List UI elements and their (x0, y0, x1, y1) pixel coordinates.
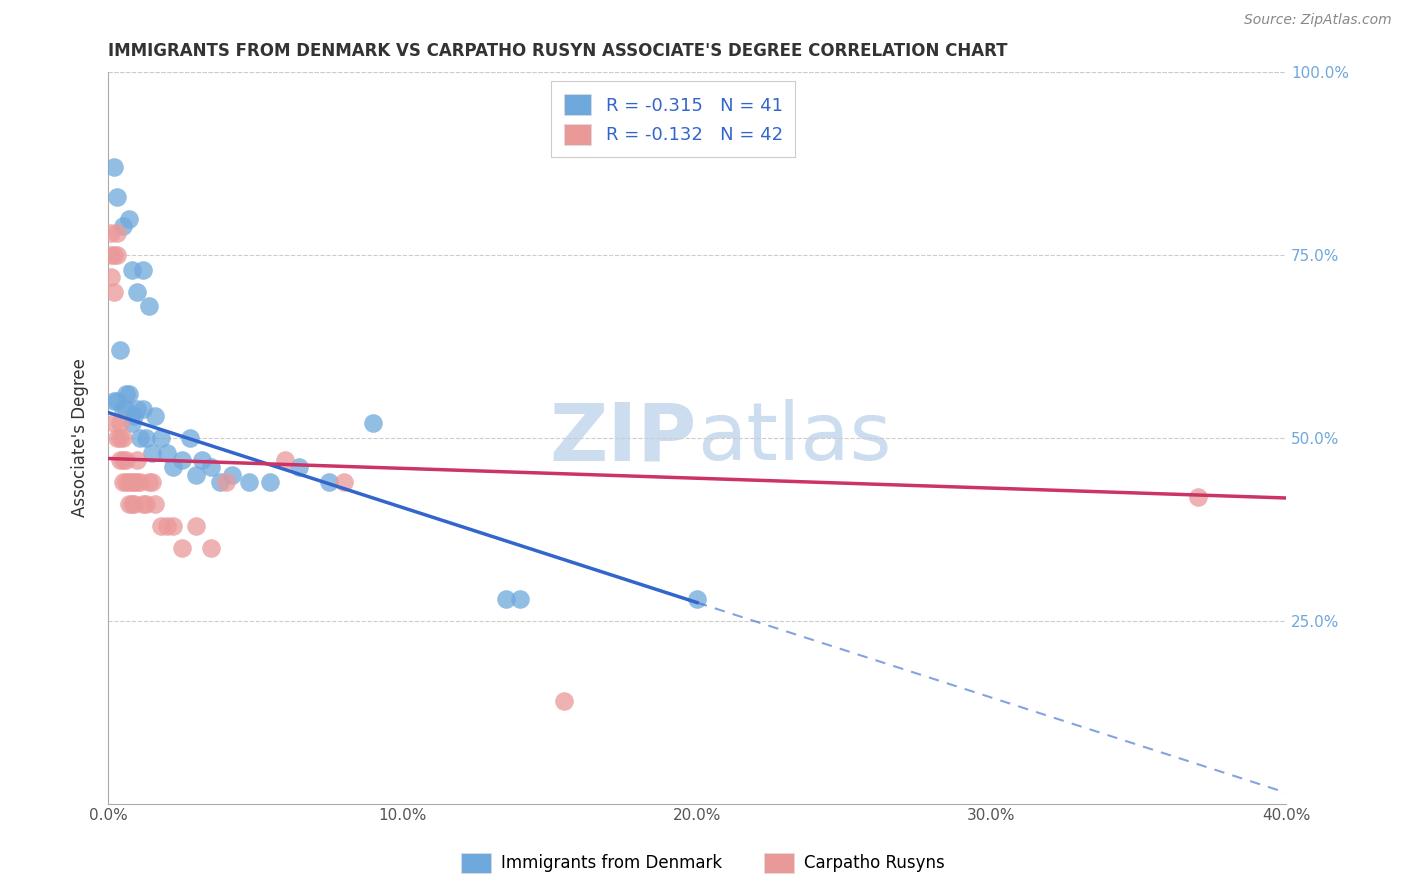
Point (162, 460, 184, 475)
Point (121, 497, 143, 511)
Point (135, 431, 157, 445)
Point (111, 219, 134, 233)
Text: IMMIGRANTS FROM DENMARK VS CARPATHO RUSYN ASSOCIATE'S DEGREE CORRELATION CHART: IMMIGRANTS FROM DENMARK VS CARPATHO RUSY… (108, 42, 1008, 60)
Point (127, 401, 149, 416)
Point (170, 453, 193, 467)
Text: atlas: atlas (697, 399, 891, 477)
Point (332, 475, 354, 489)
Point (108, 343, 131, 358)
Point (111, 401, 134, 416)
Point (127, 475, 149, 489)
Point (156, 518, 179, 533)
Point (150, 431, 173, 445)
Point (141, 445, 163, 459)
Point (108, 431, 131, 445)
Point (100, 227, 122, 241)
Point (114, 401, 136, 416)
Point (117, 497, 139, 511)
Point (138, 475, 160, 489)
Point (179, 431, 201, 445)
Point (103, 285, 125, 299)
Point (162, 518, 184, 533)
Point (108, 453, 131, 467)
Legend: R = -0.315   N = 41, R = -0.132   N = 42: R = -0.315 N = 41, R = -0.132 N = 42 (551, 81, 796, 158)
Point (105, 394, 128, 409)
Point (200, 460, 222, 475)
Point (121, 475, 143, 489)
Point (129, 431, 152, 445)
Point (124, 475, 146, 489)
Point (105, 227, 128, 241)
Point (114, 475, 136, 489)
Point (117, 475, 139, 489)
Point (111, 431, 134, 445)
Point (135, 497, 157, 511)
Point (1187, 490, 1209, 504)
Point (105, 248, 128, 262)
Point (150, 518, 173, 533)
Point (121, 263, 143, 277)
Point (103, 161, 125, 175)
Text: ZIP: ZIP (550, 399, 697, 477)
Point (124, 409, 146, 423)
Point (143, 497, 166, 511)
Point (103, 248, 125, 262)
Point (114, 387, 136, 401)
Point (191, 453, 214, 467)
Point (553, 694, 575, 708)
Point (117, 211, 139, 226)
Point (200, 541, 222, 555)
Text: Source: ZipAtlas.com: Source: ZipAtlas.com (1244, 13, 1392, 28)
Point (259, 475, 281, 489)
Point (208, 475, 231, 489)
Point (127, 285, 149, 299)
Point (215, 475, 238, 489)
Point (100, 248, 122, 262)
Point (170, 541, 193, 555)
Point (221, 467, 243, 482)
Point (103, 394, 125, 409)
Point (114, 453, 136, 467)
Point (288, 460, 311, 475)
Point (318, 475, 340, 489)
Point (127, 453, 149, 467)
Point (273, 453, 295, 467)
Point (105, 190, 128, 204)
Point (141, 475, 163, 489)
Point (132, 497, 155, 511)
Point (117, 387, 139, 401)
Point (509, 591, 531, 606)
Point (108, 417, 131, 431)
Point (132, 401, 155, 416)
Point (129, 475, 152, 489)
Point (105, 431, 128, 445)
Point (361, 417, 384, 431)
Point (103, 417, 125, 431)
Point (156, 445, 179, 459)
Point (686, 591, 709, 606)
Point (138, 300, 160, 314)
Point (111, 475, 134, 489)
Point (111, 453, 134, 467)
Point (121, 417, 143, 431)
Point (238, 475, 260, 489)
Point (495, 591, 517, 606)
Point (124, 497, 146, 511)
Point (100, 270, 122, 285)
Y-axis label: Associate's Degree: Associate's Degree (72, 359, 89, 517)
Legend: Immigrants from Denmark, Carpatho Rusyns: Immigrants from Denmark, Carpatho Rusyns (454, 847, 952, 880)
Point (186, 518, 208, 533)
Point (132, 263, 155, 277)
Point (143, 409, 166, 423)
Point (186, 467, 208, 482)
